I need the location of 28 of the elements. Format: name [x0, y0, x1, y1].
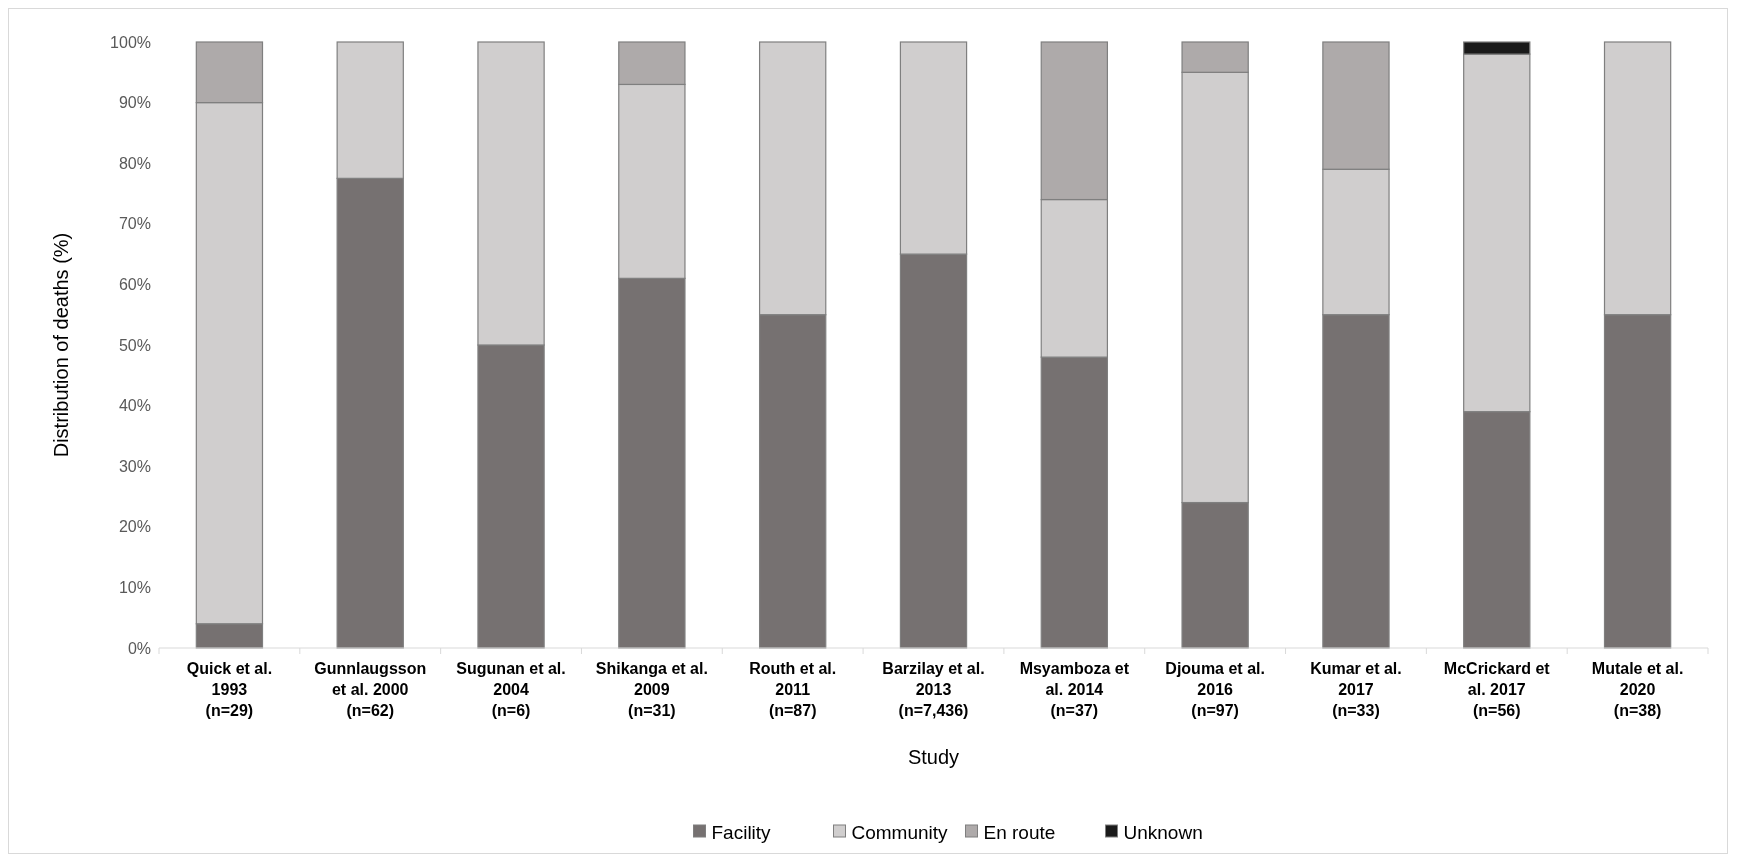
- y-tick-label: 10%: [118, 579, 151, 596]
- x-tick-label: Mutale et al. 2020 (n=38): [1591, 660, 1684, 719]
- x-tick-label: Shikanga et al. 2009 (n=31): [595, 660, 708, 719]
- legend-label: Facility: [711, 821, 772, 843]
- x-tick-label: McCrickard et al. 2017 (n=56): [1443, 660, 1551, 719]
- x-tick-label: Djouma et al. 2016 (n=97): [1165, 660, 1265, 719]
- y-tick-label: 50%: [118, 336, 151, 354]
- x-axis-title: Study: [907, 746, 960, 768]
- y-axis-title: Distribution of deaths (%): [50, 232, 72, 458]
- x-tick-label: Msyamboza et al. 2014 (n=37): [1019, 660, 1130, 719]
- y-tick-label: 40%: [118, 397, 151, 415]
- legend-label: Unknown: [1123, 821, 1203, 843]
- y-tick-label: 80%: [118, 154, 151, 172]
- y-tick-label: 30%: [118, 457, 151, 475]
- y-tick-label: 60%: [118, 276, 151, 293]
- legend-label: En route: [983, 821, 1056, 843]
- y-tick-label: 90%: [118, 94, 151, 112]
- x-tick-label: Quick et al. 1993 (n=29): [186, 660, 273, 719]
- x-tick-label: Gunnlaugsson et al. 2000 (n=62): [314, 660, 427, 719]
- x-tick-label: Barzilay et al. 2013 (n=7,436): [882, 660, 985, 719]
- y-tick-label: 100%: [110, 33, 151, 51]
- x-tick-label: Routh et al. 2011 (n=87): [749, 660, 837, 719]
- x-tick-label: Kumar et al. 2017 (n=33): [1310, 660, 1402, 719]
- y-tick-label: 0%: [127, 639, 151, 657]
- legend-label: Community: [851, 821, 949, 843]
- y-tick-label: 70%: [118, 215, 151, 233]
- x-tick-label: Sugunan et al. 2004 (n=6): [456, 660, 566, 719]
- y-tick-label: 20%: [118, 518, 151, 536]
